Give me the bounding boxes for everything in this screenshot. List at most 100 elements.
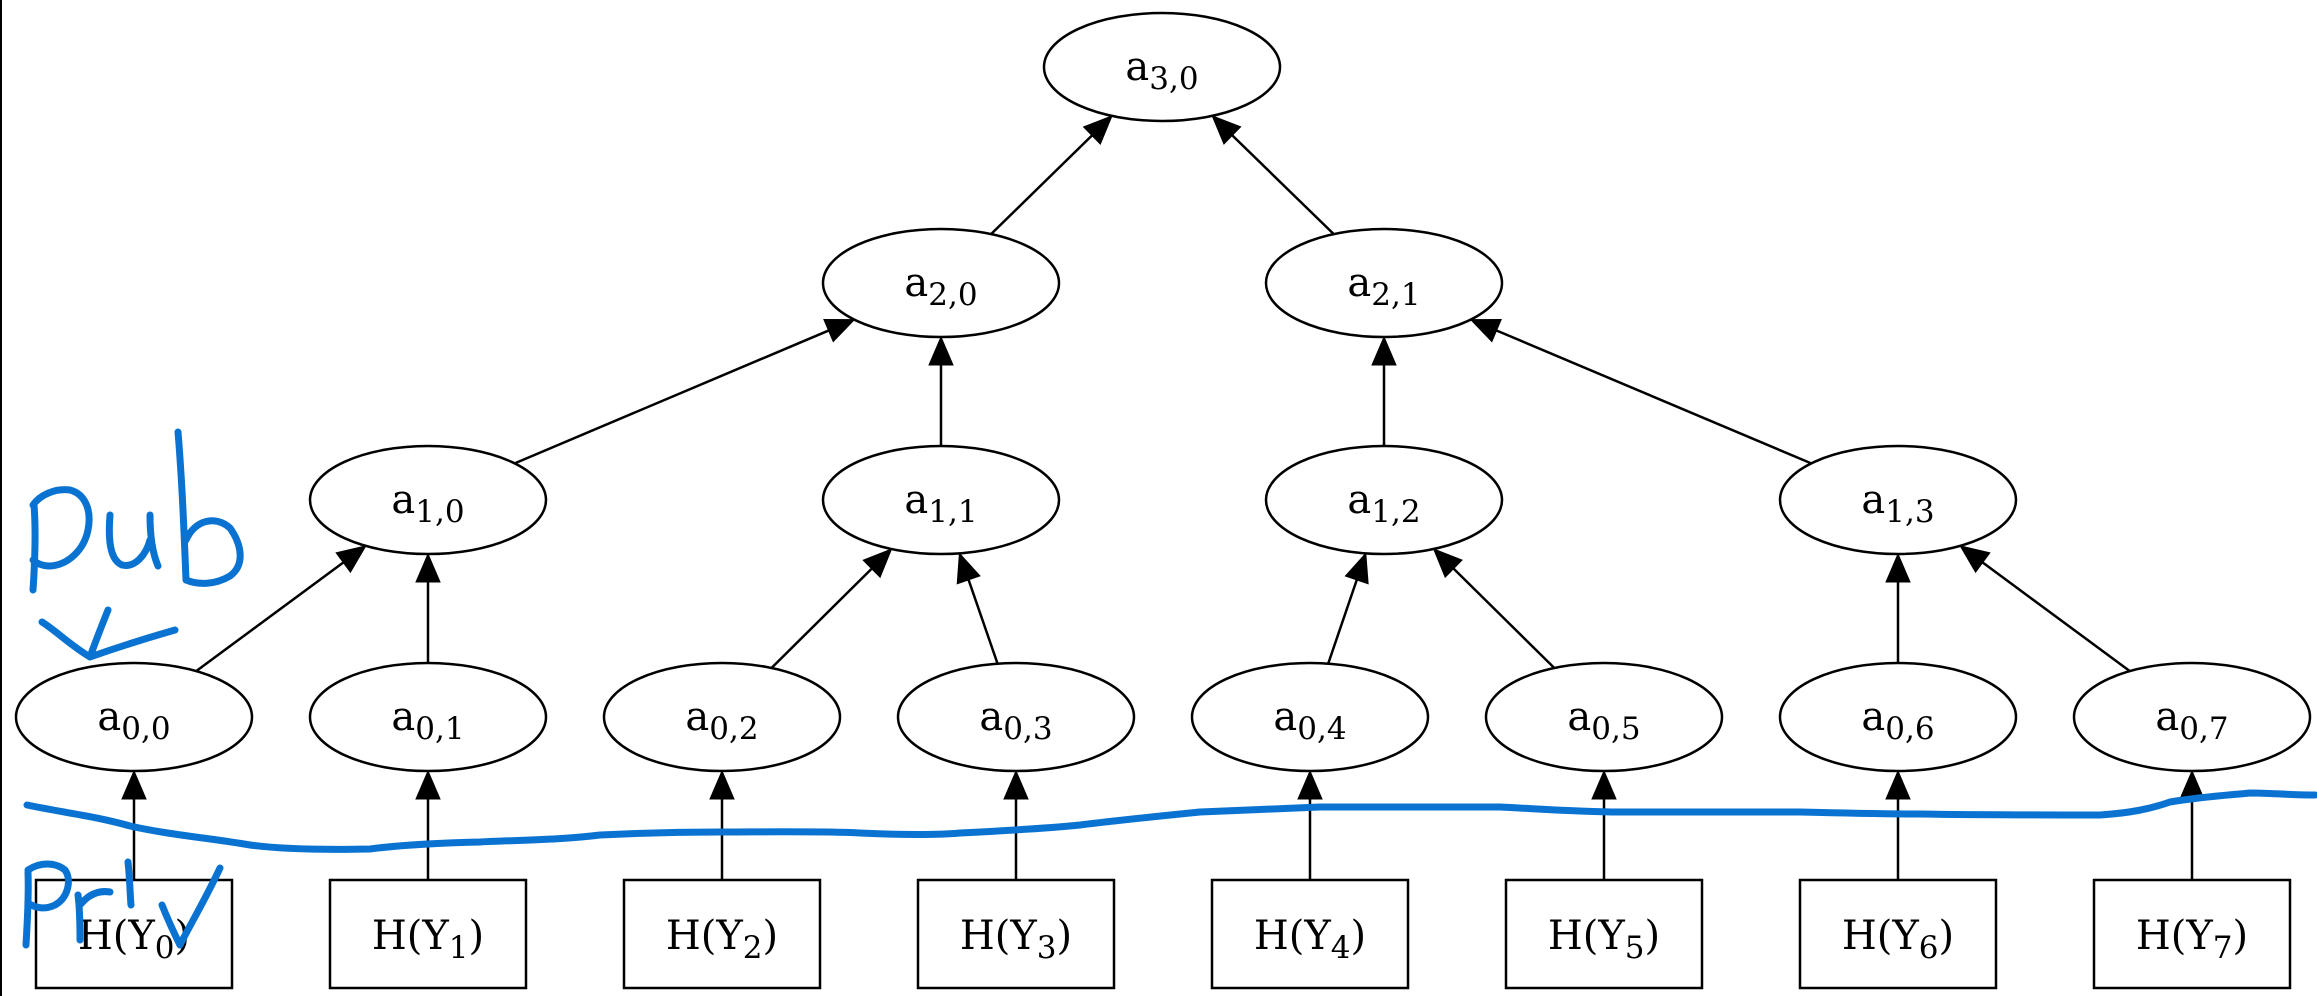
node-label-base: a	[685, 694, 709, 740]
edge-a11-to-a20	[928, 335, 954, 446]
node-a13-ellipse	[1778, 444, 2018, 556]
node-a12-label: a1,2	[1347, 477, 1420, 530]
leaf-h1-label: H(Y1)	[372, 913, 484, 966]
arrowhead-icon	[335, 545, 367, 574]
handwritten-down-arrow	[38, 606, 179, 661]
edge-a07-to-a13	[1959, 545, 2131, 673]
leaf-label-subscript: 4	[1331, 930, 1351, 966]
leaf-h5-box	[1504, 878, 1704, 990]
leaf-label-subscript: 3	[1037, 930, 1057, 966]
node-a20-ellipse	[821, 227, 1061, 339]
arrowhead-icon	[1432, 548, 1463, 579]
arrowhead-icon	[956, 552, 981, 585]
arrowhead-icon	[1344, 552, 1369, 585]
node-label-subscript: 1,2	[1371, 494, 1420, 530]
edge-h0-to-a00	[121, 769, 147, 880]
node-label-subscript: 1,1	[928, 494, 977, 530]
handwritten-letter-b	[174, 428, 244, 587]
node-a01-ellipse	[308, 661, 548, 773]
edge-line	[1981, 561, 2131, 673]
node-a07-label: a0,7	[2155, 694, 2228, 747]
edge-h3-to-a03	[1003, 769, 1029, 880]
handwritten-priv	[22, 858, 224, 949]
leaf-h3-box	[916, 878, 1116, 990]
node-a30-label: a3,0	[1125, 44, 1198, 97]
handwritten-letter-p	[29, 486, 93, 594]
handwritten-annotation-layer	[22, 428, 2317, 949]
node-label-subscript: 1,3	[1885, 494, 1934, 530]
edge-line	[1496, 329, 1812, 465]
node-label-subscript: 1,0	[415, 494, 464, 530]
node-a12-ellipse	[1264, 444, 1504, 556]
node-a02: a0,2	[602, 661, 842, 773]
leaf-h4: H(Y4)	[1210, 878, 1410, 990]
leaf-h2: H(Y2)	[622, 878, 822, 990]
edge-h6-to-a06	[1885, 769, 1911, 880]
node-a21-ellipse	[1264, 227, 1504, 339]
node-a21-label: a2,1	[1347, 260, 1420, 313]
leaf-label-prefix: H(Y	[2136, 913, 2213, 959]
edge-a10-to-a20	[514, 319, 856, 465]
leaf-label-subscript: 7	[2213, 930, 2233, 966]
node-a10-label: a1,0	[391, 477, 464, 530]
edge-a12-to-a21	[1371, 335, 1397, 446]
arrowhead-icon	[415, 769, 441, 800]
node-a00-ellipse	[14, 661, 254, 773]
node-label-base: a	[904, 260, 928, 306]
leaf-label-prefix: H(Y	[666, 913, 743, 959]
handwritten-letter-v	[158, 864, 224, 949]
leaf-label-prefix: H(Y	[372, 913, 449, 959]
node-a07-ellipse	[2072, 661, 2312, 773]
handwritten-letter-p2	[22, 860, 72, 949]
node-label-base: a	[1567, 694, 1591, 740]
handwritten-pub	[29, 428, 244, 594]
node-label-base: a	[1861, 477, 1885, 523]
node-a11: a1,1	[821, 444, 1061, 556]
node-a13-label: a1,3	[1861, 477, 1934, 530]
leaf-label-prefix: H(Y	[78, 913, 155, 959]
edge-line	[990, 134, 1093, 235]
node-a11-label: a1,1	[904, 477, 977, 530]
node-a05: a0,5	[1484, 661, 1724, 773]
leaf-h7: H(Y7)	[2092, 878, 2292, 990]
node-a10-ellipse	[308, 444, 548, 556]
handwritten-divider-line	[23, 789, 2317, 853]
arrowhead-icon	[823, 319, 856, 343]
leaf-label-subscript: 5	[1625, 930, 1645, 966]
leaf-label-prefix: H(Y	[1548, 913, 1625, 959]
node-label-subscript: 2,1	[1371, 277, 1420, 313]
node-label-base: a	[1273, 694, 1297, 740]
node-label-base: a	[391, 694, 415, 740]
leaf-label-subscript: 1	[449, 930, 469, 966]
leaf-label-suffix: )	[1057, 913, 1073, 959]
node-a03: a0,3	[896, 661, 1136, 773]
edge-a03-to-a11	[956, 552, 999, 665]
node-a06: a0,6	[1778, 661, 2018, 773]
edge-line	[1327, 579, 1358, 665]
edge-line	[770, 567, 873, 669]
node-label-subscript: 0,4	[1297, 711, 1346, 747]
node-label-base: a	[1125, 44, 1149, 90]
leaf-h0-box	[34, 878, 234, 990]
edge-line	[1231, 134, 1335, 236]
edge-h1-to-a01	[415, 769, 441, 880]
leaf-h1-box	[328, 878, 528, 990]
leaf-h5-label: H(Y5)	[1548, 913, 1660, 966]
leaf-h3-label: H(Y3)	[960, 913, 1072, 966]
node-label-base: a	[2155, 694, 2179, 740]
edges-layer	[121, 114, 2205, 880]
leaf-h4-box	[1210, 878, 1410, 990]
node-label-subscript: 0,5	[1591, 711, 1640, 747]
leaf-h6-box	[1798, 878, 1998, 990]
node-label-subscript: 0,1	[415, 711, 464, 747]
node-label-base: a	[904, 477, 928, 523]
edge-line	[195, 561, 345, 673]
arrowhead-icon	[415, 552, 441, 583]
edge-line	[1452, 567, 1556, 669]
arrowhead-icon	[1371, 335, 1397, 366]
node-a03-label: a0,3	[979, 694, 1052, 747]
leaf-label-prefix: H(Y	[1254, 913, 1331, 959]
leaf-h0-label: H(Y0)	[78, 913, 190, 966]
node-a30: a3,0	[1042, 11, 1282, 123]
